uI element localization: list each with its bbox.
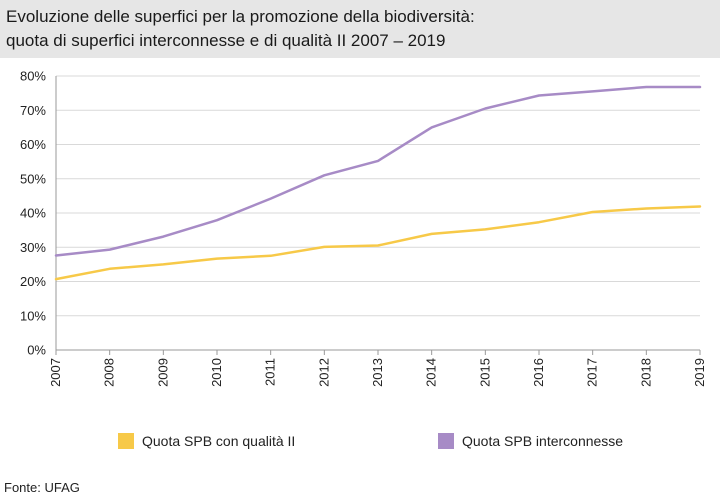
legend-label: Quota SPB con qualità II [142,433,295,449]
legend-swatch [118,433,134,449]
legend-label: Quota SPB interconnesse [462,433,623,449]
x-tick-label: 2014 [424,358,439,387]
x-tick-label: 2009 [155,358,170,387]
chart-title-line-2: quota di superfici interconnesse e di qu… [6,31,446,50]
x-tick-label: 2017 [585,358,600,387]
x-tick-label: 2013 [370,358,385,387]
x-tick-label: 2007 [48,358,63,387]
y-tick-label: 60% [20,137,46,152]
y-tick-label: 0% [27,343,46,358]
y-tick-label: 30% [20,240,46,255]
source-note: Fonte: UFAG [4,480,80,495]
chart-title-line-1: Evoluzione delle superfici per la promoz… [6,7,475,26]
y-tick-label: 10% [20,308,46,323]
y-tick-label: 40% [20,206,46,221]
series-line-qualita-ii [54,205,702,281]
chart-title: Evoluzione delle superfici per la promoz… [6,5,714,53]
y-tick-label: 20% [20,274,46,289]
x-tick-label: 2010 [209,358,224,387]
y-tick-label: 50% [20,171,46,186]
x-tick-label: 2012 [316,358,331,387]
x-tick-label: 2016 [531,358,546,387]
line-chart: 0% 10% 20% 30% 40% 50% 60% 70% 80% 2007 2008 2009 20… [20,69,707,449]
x-tick-label: 2008 [102,358,117,387]
x-tick-label: 2015 [477,358,492,387]
chart-frame: Evoluzione delle superfici per la promoz… [0,0,720,476]
x-tick-label: 2011 [263,358,278,386]
y-tick-label: 70% [20,103,46,118]
x-tick-label: 2019 [692,358,707,387]
x-tick-label: 2018 [638,358,653,387]
legend-swatch [438,433,454,449]
y-tick-label: 80% [20,69,46,84]
series-line-interconnesse [54,85,702,257]
